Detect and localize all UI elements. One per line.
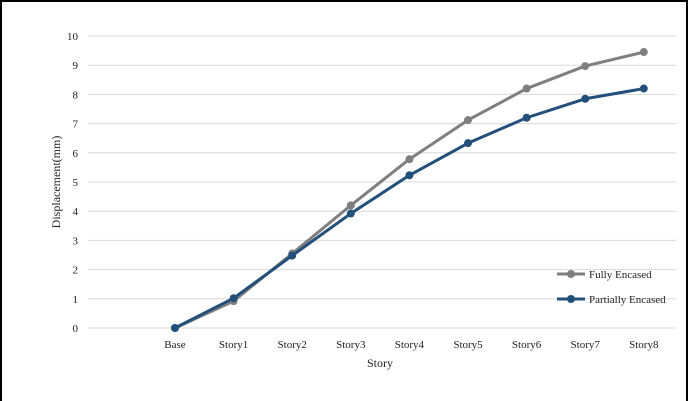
- x-tick-label: Story5: [453, 339, 483, 351]
- y-tick-label: 4: [73, 206, 79, 218]
- x-tick-label: Story7: [571, 339, 601, 351]
- data-point: [464, 139, 472, 148]
- legend-item: Fully Encased: [557, 269, 652, 281]
- x-tick-label: Story8: [629, 339, 659, 351]
- y-tick-label: 1: [73, 294, 79, 306]
- series-line: [174, 50, 645, 330]
- data-point: [581, 62, 590, 71]
- data-point: [581, 94, 590, 103]
- data-point: [346, 209, 355, 218]
- y-tick-label: 5: [73, 177, 79, 189]
- legend-swatch-marker: [567, 270, 575, 278]
- data-point: [288, 251, 297, 260]
- x-tick-label: Story3: [336, 339, 366, 351]
- x-axis-title: Story: [367, 356, 393, 370]
- y-tick-label: 3: [73, 235, 79, 247]
- data-point: [464, 116, 472, 125]
- data-point: [229, 294, 238, 303]
- data-point: [522, 113, 531, 122]
- x-tick-label: Story6: [512, 339, 542, 351]
- y-tick-label: 6: [73, 148, 79, 160]
- data-point: [346, 201, 355, 210]
- data-point: [405, 171, 414, 180]
- data-point: [522, 84, 531, 93]
- x-tick-labels: Base Story1 Story2 Story3 Story4 Story5 Story6…: [164, 339, 659, 351]
- data-point: [405, 155, 414, 164]
- series-partially-encased: [171, 84, 648, 332]
- x-tick-label: Story1: [219, 339, 248, 351]
- legend-item: Partially Encased: [557, 294, 666, 306]
- x-tick-label: Story2: [278, 339, 307, 351]
- data-point: [639, 84, 648, 93]
- series-group: [171, 48, 648, 332]
- y-tick-label: 2: [73, 265, 79, 277]
- y-tick-label: 7: [73, 119, 79, 131]
- y-tick-label: 9: [73, 60, 79, 72]
- y-axis-title: Displacement(mm): [49, 136, 63, 229]
- x-tick-label: Base: [164, 339, 186, 351]
- legend: Fully Encased Partially Encased: [557, 269, 666, 306]
- data-point: [171, 324, 179, 332]
- y-tick-label: 8: [73, 89, 79, 101]
- y-tick-label: 0: [73, 323, 79, 335]
- y-tick-label: 10: [67, 31, 79, 43]
- legend-label: Partially Encased: [589, 294, 666, 306]
- legend-label: Fully Encased: [589, 269, 652, 281]
- y-tick-labels: 0 1 2 3 4 5 6 7 8 9 10: [67, 31, 79, 335]
- x-tick-label: Story4: [395, 339, 425, 351]
- data-point: [639, 48, 648, 57]
- series-fully-encased: [171, 48, 648, 332]
- gridlines: [88, 35, 676, 329]
- legend-swatch-marker: [567, 295, 575, 303]
